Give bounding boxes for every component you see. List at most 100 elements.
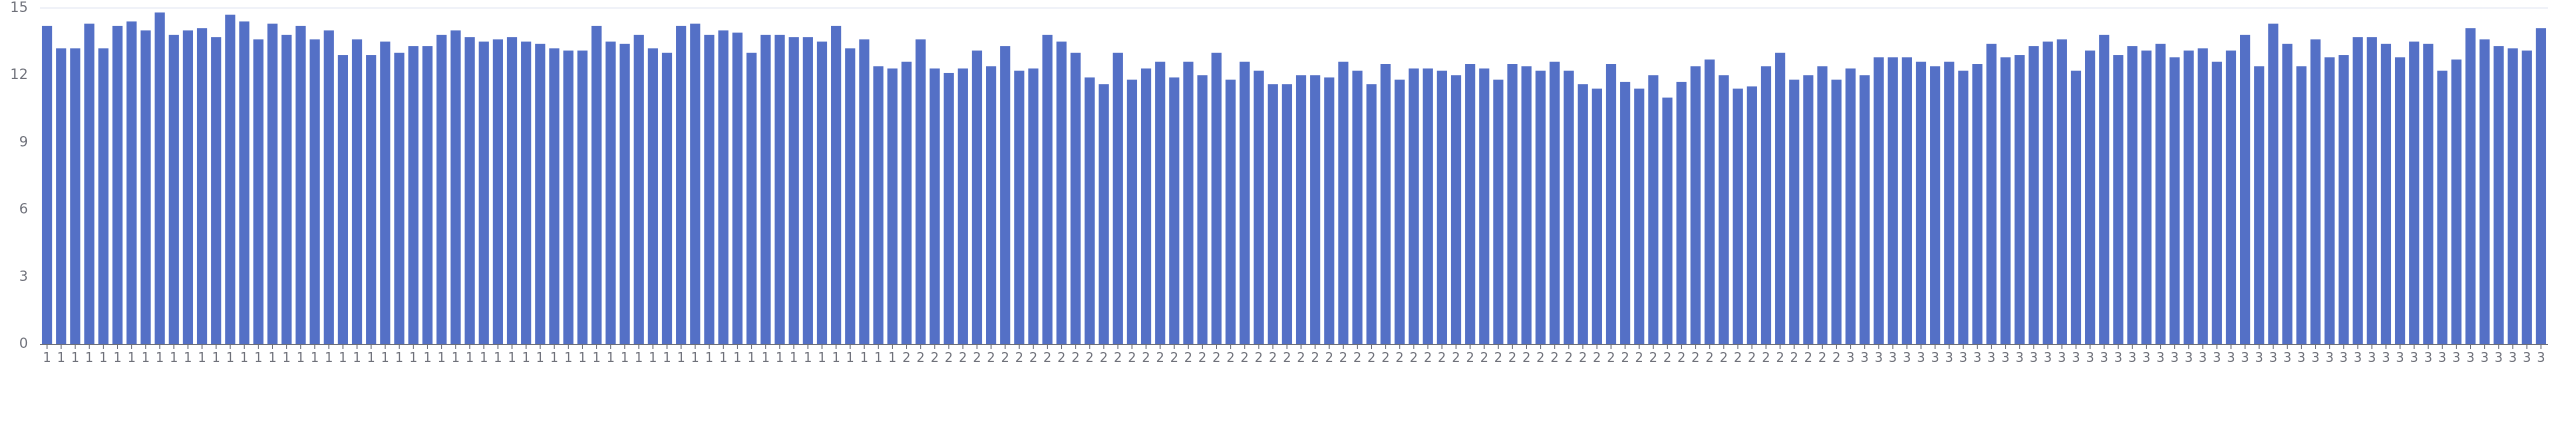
bar [56, 48, 67, 344]
x-tick-label: 2 [1438, 351, 1446, 366]
bar [1338, 61, 1349, 344]
x-tick-label: 1 [564, 351, 572, 366]
x-tick-label: 1 [874, 351, 882, 366]
bar [2409, 41, 2420, 344]
bar [1197, 75, 1208, 344]
bar [732, 32, 743, 344]
x-tick-label: 1 [452, 351, 460, 366]
x-tick-label: 3 [2523, 351, 2531, 366]
x-tick-label: 1 [142, 351, 150, 366]
bar [2310, 39, 2321, 345]
bar [281, 34, 292, 344]
x-tick-label: 2 [1452, 351, 1460, 366]
x-tick-label: 1 [198, 351, 206, 366]
bar [351, 39, 363, 345]
x-tick-label: 1 [776, 351, 784, 366]
bar [591, 25, 602, 344]
bar [1324, 77, 1335, 344]
bar [2465, 28, 2476, 344]
bar [746, 52, 757, 345]
bar [267, 23, 278, 345]
x-tick-label: 3 [1889, 351, 1897, 366]
x-tick-label: 2 [1790, 351, 1798, 366]
x-tick-label: 3 [2199, 351, 2207, 366]
bar [2099, 34, 2110, 344]
x-tick-label: 2 [1804, 351, 1812, 366]
bar [1394, 79, 1405, 345]
bar [1901, 57, 1912, 344]
bar [1760, 66, 1772, 345]
bar [380, 41, 391, 344]
bar [1732, 88, 1743, 344]
bar [1084, 77, 1095, 344]
bar [1972, 64, 1983, 344]
x-tick-label: 1 [282, 351, 290, 366]
bar [2451, 59, 2462, 345]
x-tick-label: 2 [1720, 351, 1728, 366]
x-tick-label: 1 [578, 351, 586, 366]
x-tick-label: 3 [1931, 351, 1939, 366]
x-tick-label: 2 [1734, 351, 1742, 366]
x-tick-label: 2 [1226, 351, 1234, 366]
bar [774, 34, 785, 344]
x-tick-label: 3 [2495, 351, 2503, 366]
x-tick-label: 2 [1269, 351, 1277, 366]
x-tick-label: 3 [1846, 351, 1854, 366]
x-tick-label: 1 [536, 351, 544, 366]
x-tick-label: 3 [1945, 351, 1953, 366]
x-tick-label: 1 [860, 351, 868, 366]
x-tick-label: 2 [1663, 351, 1671, 366]
x-tick-label: 1 [423, 351, 431, 366]
bar [1239, 61, 1250, 344]
bar [506, 37, 518, 345]
bar [41, 25, 53, 344]
x-tick-label: 3 [2297, 351, 2305, 366]
x-tick-label: 2 [1762, 351, 1770, 366]
bar [1253, 70, 1264, 344]
x-tick-label: 1 [719, 351, 727, 366]
bar [1380, 64, 1391, 344]
bar [2394, 57, 2406, 344]
x-tick-label: 2 [1466, 351, 1474, 366]
bar [1465, 64, 1476, 344]
x-tick-label: 2 [1114, 351, 1122, 366]
bar [464, 37, 475, 345]
x-tick-label: 1 [170, 351, 178, 366]
x-tick-label: 2 [1297, 351, 1305, 366]
x-tick-label: 2 [1353, 351, 1361, 366]
x-tick-label: 3 [2241, 351, 2249, 366]
bar [337, 55, 348, 344]
bar [2155, 43, 2166, 345]
y-tick-label: 6 [19, 202, 28, 218]
x-tick-label: 3 [1959, 351, 1967, 366]
bar [1056, 41, 1067, 344]
x-tick-label: 3 [1903, 351, 1911, 366]
x-tick-label: 3 [2509, 351, 2517, 366]
bar [1211, 52, 1222, 345]
x-tick-label: 2 [1508, 351, 1516, 366]
x-tick-label: 3 [2396, 351, 2404, 366]
x-tick-label: 1 [691, 351, 699, 366]
bar [1310, 75, 1321, 344]
bar [2197, 48, 2208, 344]
x-tick-label: 1 [663, 351, 671, 366]
bar [2254, 66, 2265, 345]
bar [563, 50, 574, 345]
x-tick-label: 1 [508, 351, 516, 366]
x-tick-label: 2 [1621, 351, 1629, 366]
bar [1281, 84, 1293, 344]
bar [1422, 68, 1433, 344]
x-tick-label: 1 [395, 351, 403, 366]
bar [70, 48, 81, 344]
x-tick-label: 3 [2537, 351, 2545, 366]
x-tick-label: 3 [2382, 351, 2390, 366]
x-tick-label: 1 [127, 351, 135, 366]
x-tick-label: 1 [311, 351, 319, 366]
x-tick-label: 1 [649, 351, 657, 366]
y-axis: 0 3 6 9 12 15 [10, 0, 2548, 352]
bar [1958, 70, 1969, 344]
bar [957, 68, 968, 344]
x-tick-label: 1 [57, 351, 65, 366]
bar [929, 68, 940, 344]
x-tick-label: 1 [466, 351, 474, 366]
